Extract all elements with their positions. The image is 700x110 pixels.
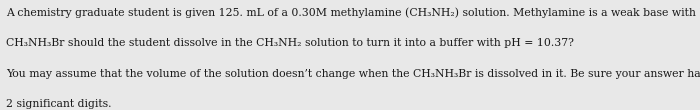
Text: CH₃NH₃Br should the student dissolve in the CH₃NH₂ solution to turn it into a bu: CH₃NH₃Br should the student dissolve in … (6, 38, 573, 49)
Text: A chemistry graduate student is given 125. mL of a 0.30M methylamine (CH₃NH₂) so: A chemistry graduate student is given 12… (6, 8, 700, 18)
Text: You may assume that the volume of the solution doesn’t change when the CH₃NH₃Br : You may assume that the volume of the so… (6, 69, 700, 79)
Text: 2 significant digits.: 2 significant digits. (6, 99, 111, 109)
